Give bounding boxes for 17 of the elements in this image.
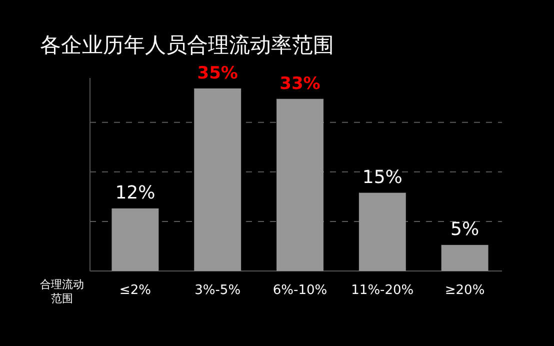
data-label: 5% bbox=[450, 218, 480, 240]
data-label: 35% bbox=[197, 63, 238, 84]
bar bbox=[194, 88, 242, 271]
bar bbox=[441, 244, 488, 271]
data-label: 15% bbox=[362, 166, 402, 188]
bar bbox=[276, 98, 324, 271]
data-label: 33% bbox=[280, 74, 320, 94]
x-tick-label: 11%-20% bbox=[351, 283, 414, 298]
x-tick-label: 6%-10% bbox=[272, 283, 328, 298]
chart-title: 各企业历年人员合理流动率范围 bbox=[40, 33, 334, 57]
data-label: 12% bbox=[115, 182, 156, 204]
bar bbox=[358, 192, 406, 271]
x-tick-label: ≥20% bbox=[444, 283, 485, 298]
x-tick-label: 3%-5% bbox=[194, 283, 241, 298]
bar bbox=[112, 208, 159, 271]
x-axis-title: 合理流动范围 bbox=[40, 278, 84, 305]
x-tick-label: ≤2% bbox=[119, 283, 151, 298]
